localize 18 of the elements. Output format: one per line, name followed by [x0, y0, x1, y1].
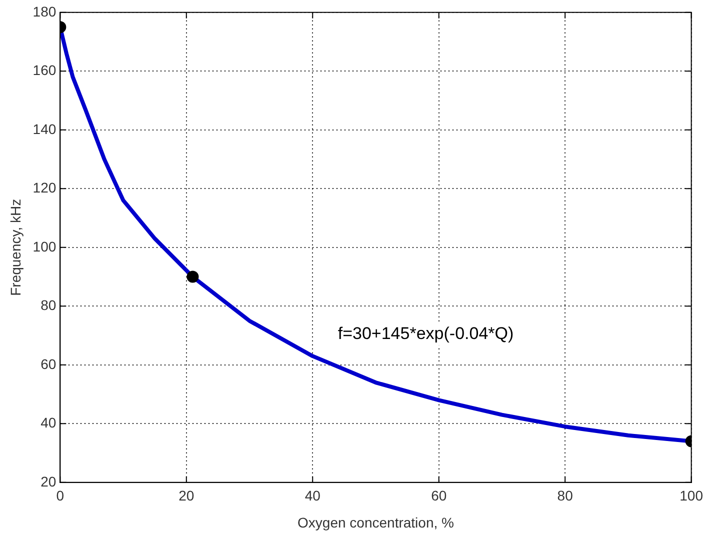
x-tick-label: 60 — [431, 488, 447, 504]
y-axis-title: Frequency, kHz — [7, 198, 24, 296]
x-tick-label: 40 — [304, 488, 321, 504]
y-tick-label: 40 — [40, 414, 56, 431]
x-tick-label: 80 — [557, 488, 574, 504]
x-tick-label: 20 — [178, 488, 194, 504]
x-tick-label: 0 — [56, 488, 64, 504]
annotation: f=30+145*exp(-0.04*Q) — [338, 324, 514, 344]
y-tick-label: 20 — [40, 473, 56, 490]
y-tick-label: 160 — [32, 62, 56, 78]
y-tick-label: 140 — [32, 120, 56, 137]
x-tick-label: 100 — [680, 488, 704, 504]
y-tick-label: 60 — [40, 356, 56, 372]
x-axis-title: Oxygen concentration, % — [298, 514, 454, 530]
y-tick-label: 100 — [32, 238, 56, 254]
y-tick-label: 120 — [32, 180, 56, 196]
y-tick-label: 80 — [40, 297, 56, 314]
y-tick-label: 180 — [32, 3, 56, 20]
